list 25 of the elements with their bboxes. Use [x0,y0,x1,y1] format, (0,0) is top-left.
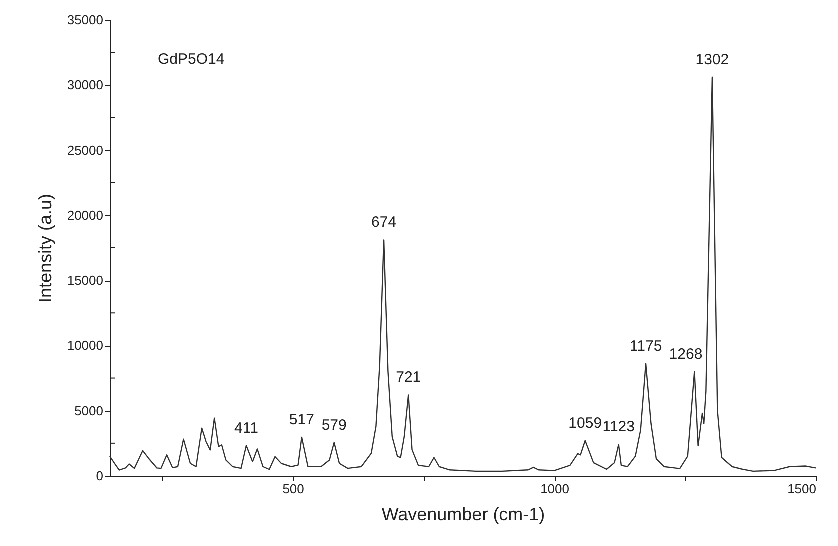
x-tick-label: 500 [282,482,304,496]
annotation: 721 [396,369,422,386]
y-tick-label: 0 [96,468,104,484]
y-tick-label: 20000 [67,208,104,223]
annotation: GdP5O14 [158,51,225,68]
annotation: 411 [234,420,258,437]
annotation: 517 [289,411,314,428]
y-tick-label: 25000 [67,142,104,158]
annotation: 579 [322,416,347,434]
y-tick-label: 15000 [67,273,104,288]
annotation: 1175 [630,338,662,355]
x-tick-label: 1500 [788,482,816,496]
annotation: 1059 [568,414,602,432]
line-series [109,76,817,472]
x-axis-title: Wavenumber (cm-1) [382,504,546,524]
y-axis-title: Intensity (a.u) [35,194,56,304]
annotation: 674 [372,214,397,232]
y-tick-label: 30000 [67,78,104,93]
y-tick-label: 35000 [67,12,104,28]
annotation: 1302 [696,51,730,68]
annotation: 1268 [669,346,703,363]
x-tick-label: 1000 [540,482,570,496]
annotation: 1123 [602,418,635,436]
y-tick-label: 5000 [74,403,104,418]
y-tick-label: 10000 [67,338,104,354]
